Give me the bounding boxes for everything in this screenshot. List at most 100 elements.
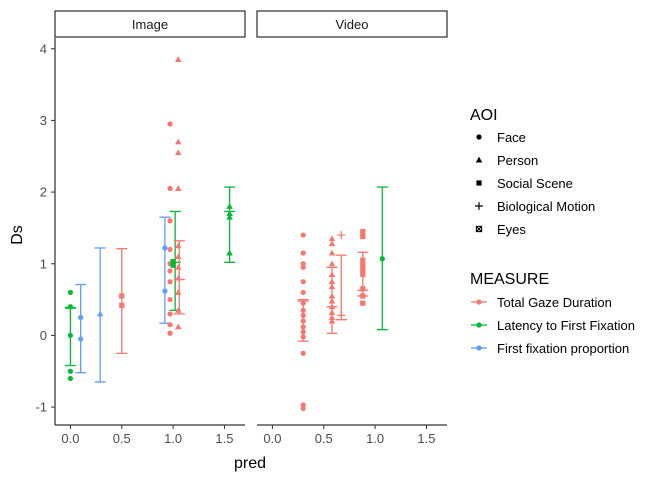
data-point bbox=[162, 288, 168, 294]
data-point bbox=[174, 138, 182, 145]
data-point bbox=[360, 286, 366, 292]
data-point bbox=[67, 368, 74, 374]
data-point bbox=[300, 350, 306, 356]
data-point bbox=[328, 303, 336, 310]
data-point bbox=[174, 185, 182, 191]
data-point bbox=[360, 271, 366, 278]
data-point bbox=[300, 289, 306, 296]
facet-strip-image bbox=[54, 10, 246, 38]
data-point bbox=[226, 203, 233, 209]
data-point bbox=[167, 246, 173, 253]
legend-label-face: Face bbox=[497, 130, 526, 145]
data-point bbox=[337, 311, 346, 320]
data-point bbox=[328, 283, 336, 290]
y-axis-title: Ds bbox=[9, 225, 26, 245]
data-point bbox=[328, 292, 336, 299]
legend-label-first-fixation-proportion: First fixation proportion bbox=[497, 341, 629, 356]
data-point bbox=[328, 235, 336, 242]
legend-title-measure: MEASURE bbox=[470, 271, 549, 288]
data-point bbox=[67, 304, 74, 310]
data-point bbox=[226, 213, 233, 220]
legend-key-first-fixation-proportion bbox=[471, 345, 487, 351]
data-point bbox=[300, 307, 306, 313]
data-point bbox=[78, 336, 84, 342]
data-point bbox=[167, 268, 173, 274]
data-point bbox=[360, 233, 366, 240]
data-point bbox=[360, 293, 366, 299]
data-point bbox=[328, 260, 336, 267]
data-point bbox=[174, 323, 182, 330]
facet-panels bbox=[64, 56, 388, 412]
data-point bbox=[119, 293, 125, 299]
data-point bbox=[167, 121, 173, 127]
data-point bbox=[379, 256, 385, 262]
y-tick-label: 4 bbox=[40, 41, 47, 56]
data-point bbox=[174, 56, 182, 62]
data-point bbox=[360, 257, 366, 263]
data-point bbox=[300, 329, 306, 335]
data-point bbox=[300, 250, 306, 256]
facet-label-video: Video bbox=[335, 17, 368, 32]
data-point bbox=[174, 307, 182, 313]
error-bar bbox=[335, 254, 347, 321]
legend-key-person bbox=[475, 156, 483, 163]
y-tick-label: -1 bbox=[35, 400, 47, 415]
x-axes: 0.0 0.5 1.0 1.5 0.0 0.5 1.0 1.5 bbox=[55, 424, 447, 446]
data-point bbox=[174, 274, 182, 281]
data-point bbox=[300, 232, 306, 238]
data-point bbox=[300, 312, 306, 318]
legend-key-total-gaze-duration bbox=[471, 299, 487, 305]
data-point bbox=[167, 296, 173, 303]
data-point bbox=[300, 264, 306, 270]
data-point bbox=[360, 262, 366, 268]
legend-key-biological-motion bbox=[475, 202, 483, 210]
legend-label-eyes: Eyes bbox=[497, 222, 526, 237]
facet-label-image: Image bbox=[132, 17, 168, 32]
legend-label-biological-motion: Biological Motion bbox=[497, 199, 595, 214]
legend-title-aoi: AOI bbox=[470, 107, 498, 124]
y-axis: -1 0 1 2 3 4 bbox=[35, 38, 56, 425]
data-point bbox=[174, 149, 182, 156]
x-axis-title: pred bbox=[234, 455, 266, 472]
data-point bbox=[174, 253, 182, 260]
data-point bbox=[300, 300, 306, 306]
y-tick-label: 1 bbox=[40, 256, 47, 271]
data-point bbox=[300, 279, 306, 285]
x-tick-label: 1.0 bbox=[366, 431, 384, 446]
facet-strips: Image Video bbox=[54, 10, 448, 38]
y-tick-label: 2 bbox=[40, 185, 47, 200]
legend-label-person: Person bbox=[497, 153, 538, 168]
data-point bbox=[167, 322, 173, 328]
data-point bbox=[96, 310, 104, 317]
legend-key-social-scene bbox=[476, 180, 482, 186]
x-tick-label: 1.5 bbox=[215, 431, 233, 446]
data-point bbox=[328, 314, 336, 320]
legend-measure: MEASURE Total Gaze Duration Latency to Fir… bbox=[470, 271, 635, 356]
data-point bbox=[300, 405, 306, 412]
legend-label-total-gaze-duration: Total Gaze Duration bbox=[497, 295, 612, 310]
legend-key-face bbox=[476, 134, 482, 140]
data-point bbox=[360, 228, 366, 235]
legend-key-latency-to-first-fixation bbox=[471, 322, 487, 328]
data-point bbox=[328, 278, 336, 285]
data-point bbox=[174, 242, 182, 249]
data-point bbox=[360, 300, 366, 306]
data-point bbox=[119, 302, 125, 308]
data-point bbox=[328, 317, 336, 324]
data-point bbox=[328, 297, 336, 304]
data-point bbox=[328, 249, 336, 256]
legend-key-eyes bbox=[475, 225, 483, 233]
data-point bbox=[162, 245, 168, 251]
x-tick-label: 1.5 bbox=[417, 431, 435, 446]
x-tick-label: 1.0 bbox=[164, 431, 182, 446]
data-point bbox=[67, 375, 74, 382]
legend-aoi: AOI Face Person Social Scene Biological Moti… bbox=[470, 107, 595, 237]
x-tick-label: 0.5 bbox=[113, 431, 131, 446]
data-point bbox=[67, 332, 74, 339]
data-point bbox=[174, 289, 182, 295]
data-point bbox=[170, 259, 176, 265]
data-point bbox=[67, 289, 74, 296]
data-point bbox=[328, 309, 336, 315]
legend-label-social-scene: Social Scene bbox=[497, 176, 573, 191]
